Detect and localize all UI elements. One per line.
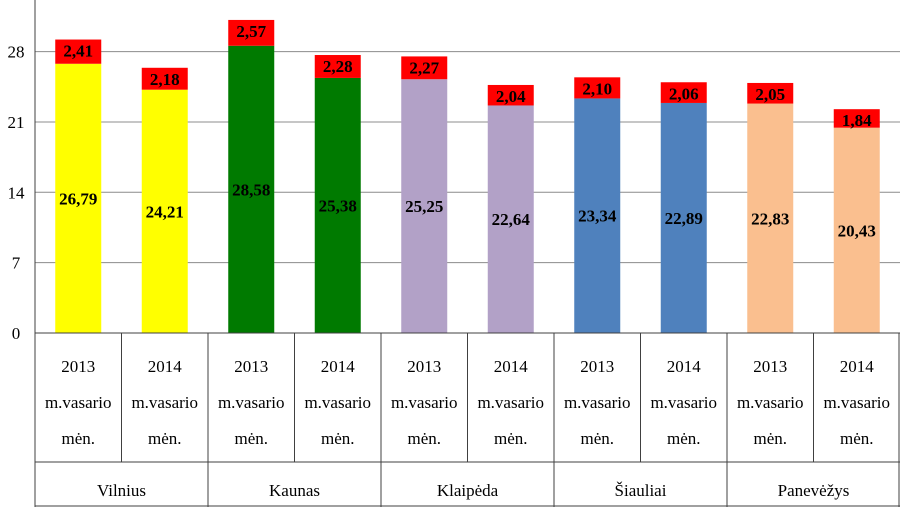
bar-top-5 xyxy=(401,56,448,80)
data-label-top-6: 2,04 xyxy=(496,87,526,106)
bar-main-6 xyxy=(487,105,534,333)
data-label-top-5: 2,27 xyxy=(409,58,439,77)
category-label-year: 2014 xyxy=(148,357,183,376)
bar-main-1 xyxy=(55,63,102,333)
data-label-top-4: 2,28 xyxy=(323,57,353,76)
category-label-month: m.vasario xyxy=(131,393,198,412)
group-label: Vilnius xyxy=(97,481,146,500)
bar-top-1 xyxy=(55,39,102,64)
category-label-unit: mėn. xyxy=(667,429,701,448)
data-label-main-8: 22,89 xyxy=(665,209,703,228)
y-tick-label-0: 0 xyxy=(12,324,21,343)
bars xyxy=(55,19,880,334)
data-label-top-3: 2,57 xyxy=(236,22,266,41)
bar-top-7 xyxy=(574,77,621,99)
data-label-main-2: 24,21 xyxy=(146,202,184,221)
bar-top-2 xyxy=(141,67,188,90)
data-label-top-8: 2,06 xyxy=(669,84,699,103)
bar-main-8 xyxy=(660,102,707,333)
group-label: Panevėžys xyxy=(778,481,850,500)
y-tick-label-7: 7 xyxy=(12,254,21,273)
bar-top-3 xyxy=(228,19,275,46)
bar-main-7 xyxy=(574,98,621,333)
category-label-month: m.vasario xyxy=(304,393,371,412)
category-label-month: m.vasario xyxy=(823,393,890,412)
data-label-main-4: 25,38 xyxy=(319,196,357,215)
bar-top-9 xyxy=(747,82,794,104)
category-label-year: 2014 xyxy=(667,357,702,376)
data-label-main-3: 28,58 xyxy=(232,180,270,199)
category-label-year: 2013 xyxy=(580,357,614,376)
bar-main-4 xyxy=(314,77,361,333)
data-label-main-9: 22,83 xyxy=(751,209,789,228)
bar-main-9 xyxy=(747,103,794,333)
category-label-unit: mėn. xyxy=(148,429,182,448)
y-tick-label-14: 14 xyxy=(8,183,26,202)
bar-main-3 xyxy=(228,45,275,334)
category-label-unit: mėn. xyxy=(321,429,355,448)
category-label-year: 2013 xyxy=(407,357,441,376)
data-label-main-6: 22,64 xyxy=(492,210,531,229)
category-label-month: m.vasario xyxy=(564,393,631,412)
category-label-month: m.vasario xyxy=(650,393,717,412)
category-label-unit: mėn. xyxy=(61,429,95,448)
category-label-year: 2014 xyxy=(494,357,529,376)
category-label-month: m.vasario xyxy=(45,393,112,412)
category-label-month: m.vasario xyxy=(218,393,285,412)
y-tick-label-21: 21 xyxy=(8,113,25,132)
group-label: Kaunas xyxy=(269,481,320,500)
category-label-year: 2013 xyxy=(753,357,787,376)
data-label-main-5: 25,25 xyxy=(405,197,443,216)
category-label-unit: mėn. xyxy=(753,429,787,448)
bar-top-6 xyxy=(487,84,534,106)
category-label-unit: mėn. xyxy=(234,429,268,448)
data-label-top-9: 2,05 xyxy=(755,85,785,104)
bar-top-8 xyxy=(660,82,707,103)
bar-main-10 xyxy=(833,127,880,333)
bar-top-4 xyxy=(314,55,361,78)
category-label-year: 2014 xyxy=(321,357,356,376)
data-label-main-1: 26,79 xyxy=(59,189,97,208)
category-label-year: 2013 xyxy=(234,357,268,376)
category-label-unit: mėn. xyxy=(840,429,874,448)
data-label-top-1: 2,41 xyxy=(63,42,93,61)
category-label-year: 2013 xyxy=(61,357,95,376)
data-label-top-10: 1,84 xyxy=(842,111,872,130)
data-label-main-10: 20,43 xyxy=(838,221,876,240)
bar-main-5 xyxy=(401,79,448,333)
category-label-year: 2014 xyxy=(840,357,875,376)
data-label-top-2: 2,18 xyxy=(150,70,180,89)
category-label-month: m.vasario xyxy=(391,393,458,412)
category-label-month: m.vasario xyxy=(477,393,544,412)
category-label-unit: mėn. xyxy=(494,429,528,448)
axes xyxy=(34,0,900,507)
category-label-unit: mėn. xyxy=(407,429,441,448)
data-label-top-7: 2,10 xyxy=(582,79,612,98)
data-label-main-7: 23,34 xyxy=(578,207,617,226)
group-label: Klaipėda xyxy=(437,481,499,500)
group-label: Šiauliai xyxy=(615,481,667,500)
category-label-unit: mėn. xyxy=(580,429,614,448)
category-label-month: m.vasario xyxy=(737,393,804,412)
bar-main-2 xyxy=(141,89,188,333)
labels: 0 7 14 21 28 26,79 2,41 24,21 2,18 28,58 2,57 25,38… xyxy=(8,22,891,500)
bar-top-10 xyxy=(833,109,880,128)
y-tick-label-28: 28 xyxy=(8,43,25,62)
